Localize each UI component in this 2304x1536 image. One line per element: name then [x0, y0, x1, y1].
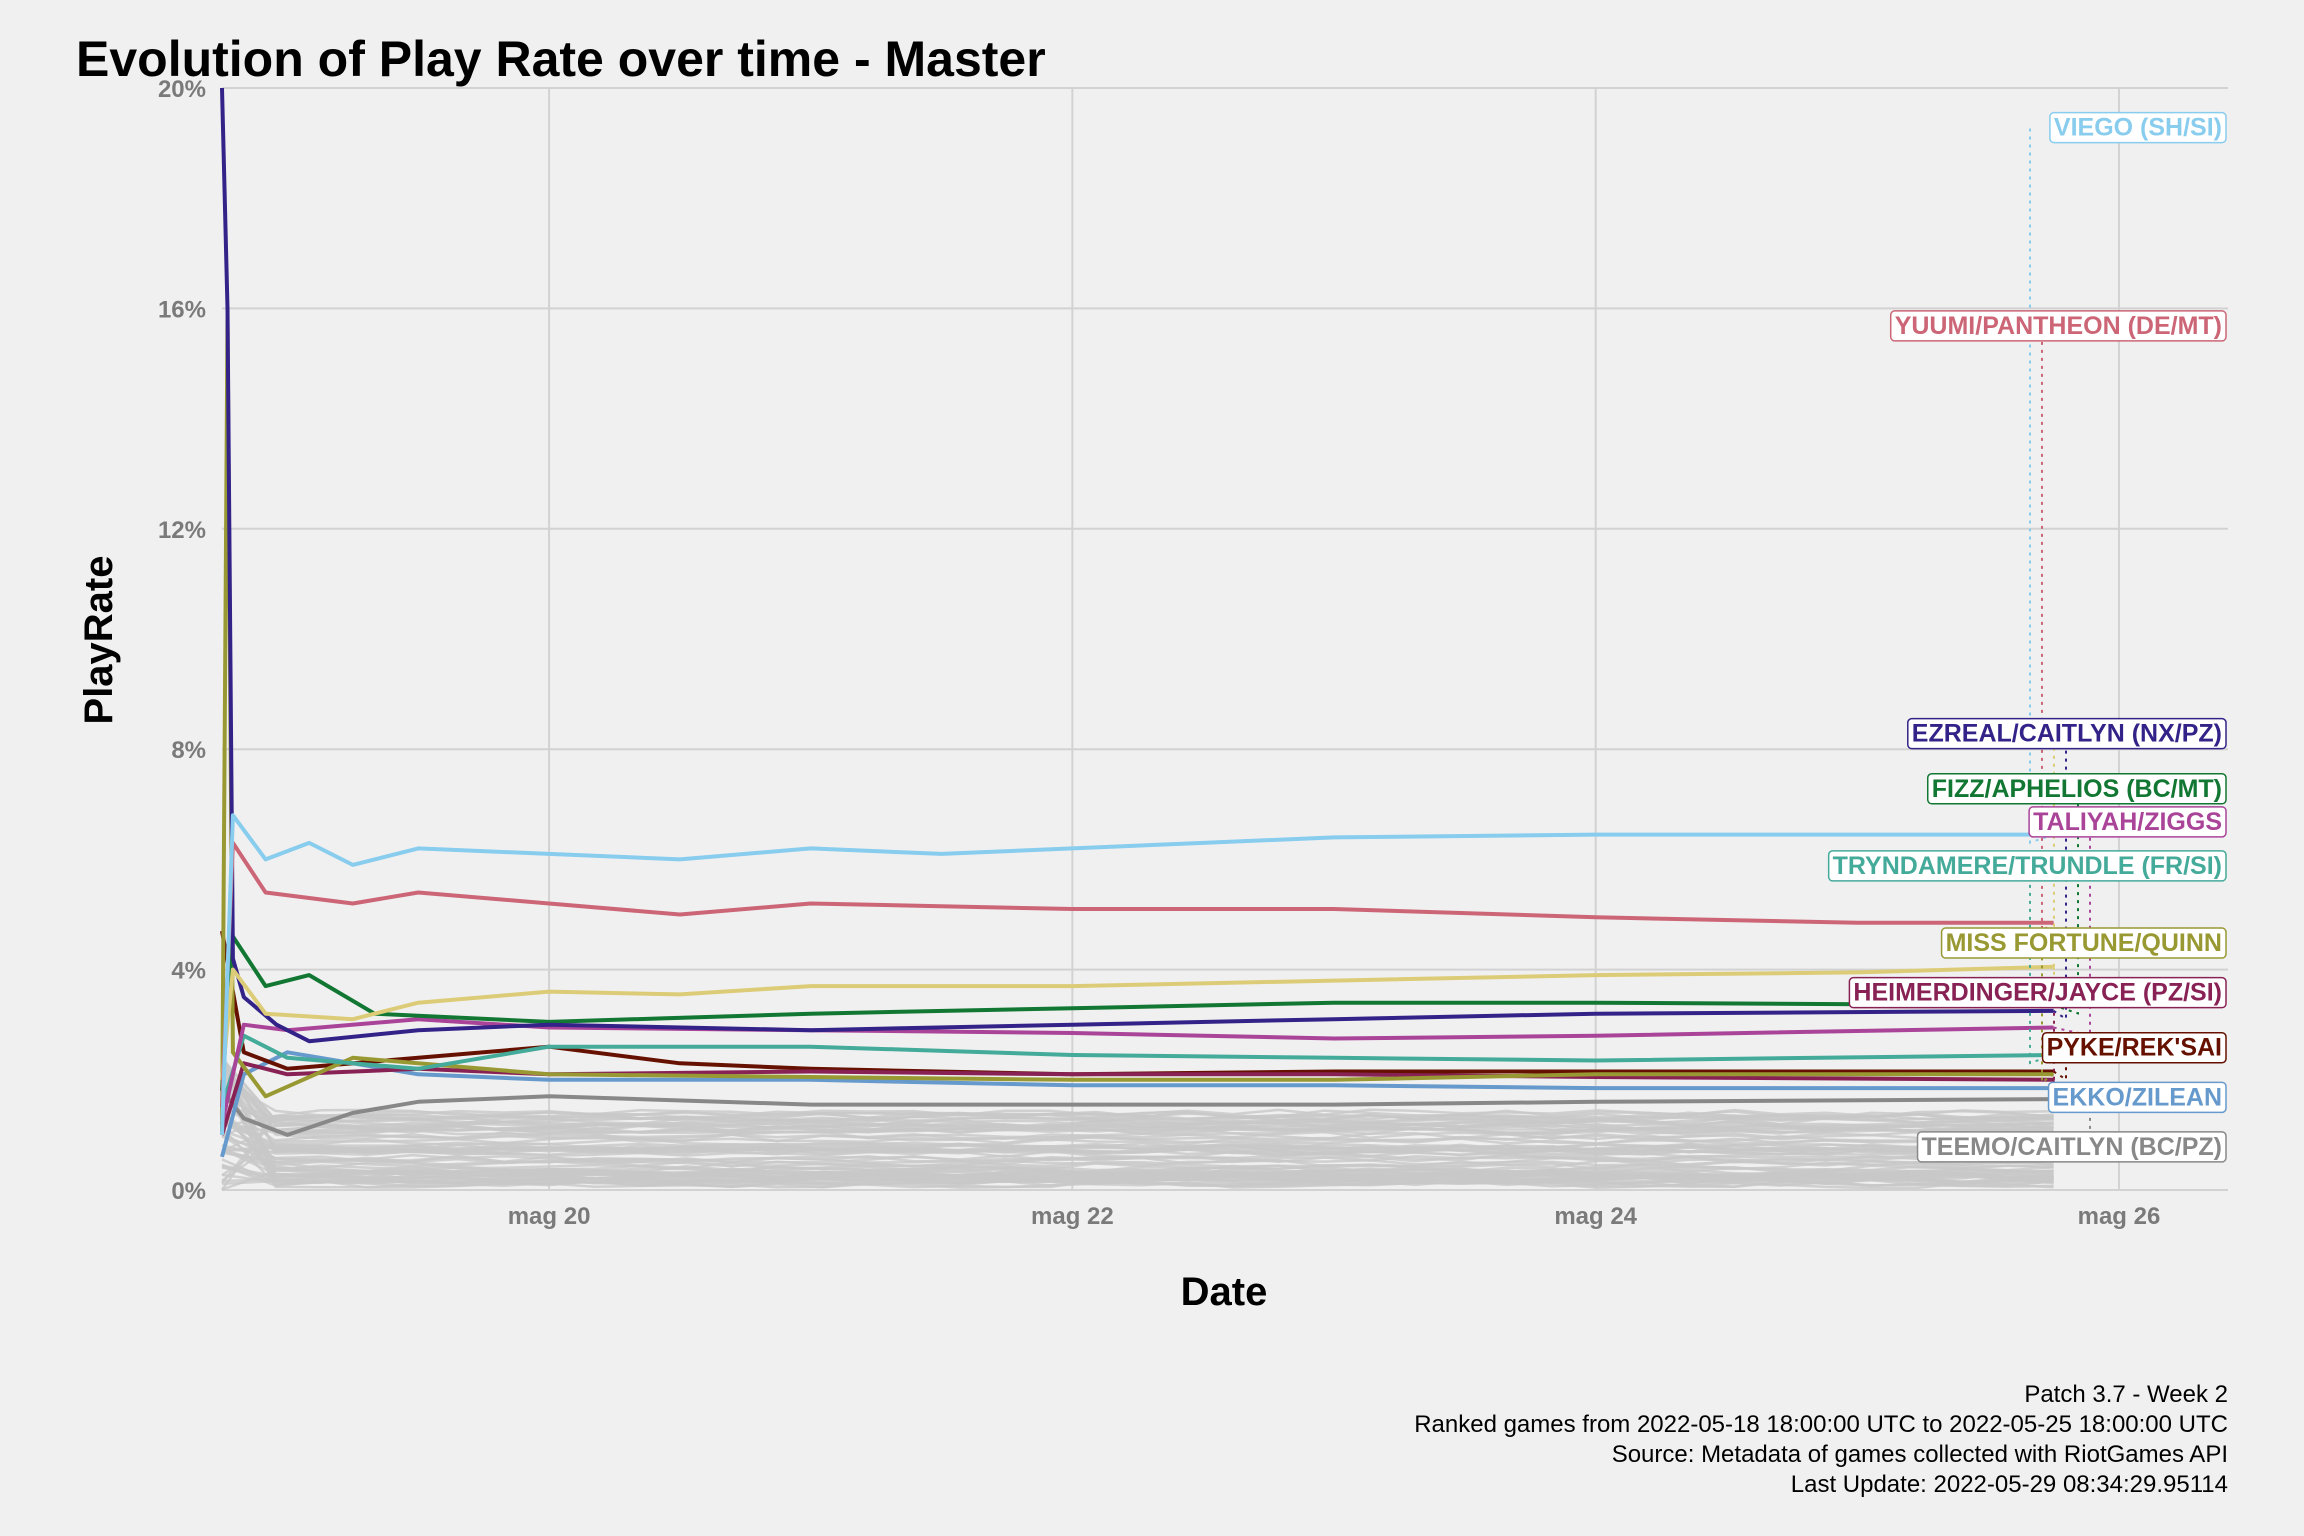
x-tick-label: mag 20 [508, 1203, 591, 1230]
end-label-text: TALIYAH/ZIGGS [2033, 808, 2222, 836]
background-series-line [221, 1135, 2054, 1159]
end-label-text: TEEMO/CAITLYN (BC/PZ) [1922, 1133, 2222, 1161]
end-label: PYKE/REK'SAI [2041, 1031, 2227, 1064]
end-label-box [1907, 717, 2227, 750]
background-series-line [221, 1121, 2054, 1136]
series-line [220, 840, 2054, 1108]
y-tick-label: 20% [158, 76, 206, 103]
end-label-box [1916, 1131, 2227, 1163]
x-axis-title: Date [1181, 1270, 1268, 1314]
end-label-text: YUUMI/PANTHEON (DE/MT) [1895, 312, 2222, 340]
background-series-line [221, 1073, 2054, 1128]
end-label-box [1848, 976, 2227, 1009]
y-tick-label: 12% [158, 517, 206, 544]
series-line [220, 87, 2054, 1044]
background-series-line [221, 1103, 2054, 1145]
background-series-line [221, 1088, 2054, 1136]
background-series-line [221, 1063, 2054, 1129]
end-label-box [2028, 806, 2227, 838]
end-label-text: VIEGO (SH/SI) [2054, 114, 2222, 142]
background-series-line [221, 1121, 2054, 1152]
series-line [220, 930, 2054, 1077]
end-label: TEEMO/CAITLYN (BC/PZ) [1916, 1131, 2227, 1163]
end-label-box [2047, 1081, 2227, 1114]
background-series-line [221, 1080, 2054, 1141]
end-label-text: FIZZ/APHELIOS (BC/MT) [1932, 775, 2222, 803]
caption-range: Ranked games from 2022-05-18 18:00:00 UT… [1414, 1411, 2228, 1438]
y-axis-ticks: 0% 4% 8% 12% 16% 20% [158, 76, 206, 1205]
background-series-line [221, 1141, 2054, 1153]
end-label-box [2049, 111, 2227, 144]
end-label: EZREAL/CAITLYN (NX/PZ) [1907, 717, 2227, 750]
y-tick-label: 0% [171, 1178, 206, 1205]
leader-line [2041, 324, 2055, 933]
end-labels: VIEGO (SH/SI) YUUMI/PANTHEON (DE/MT) EZREA… [1827, 111, 2227, 1163]
y-tick-label: 16% [158, 296, 206, 323]
x-tick-label: mag 26 [2078, 1203, 2161, 1230]
y-tick-label: 4% [171, 958, 206, 985]
chart-title: Evolution of Play Rate over time - Maste… [76, 31, 1046, 87]
end-label: MISS FORTUNE/QUINN [1940, 927, 2227, 959]
end-label: TRYNDAMERE/TRUNDLE (FR/SI) [1827, 850, 2227, 882]
series-line [220, 964, 2054, 1080]
y-axis-title: PlayRate [77, 556, 121, 725]
caption-patch: Patch 3.7 - Week 2 [2024, 1381, 2228, 1408]
series-line [220, 1033, 2054, 1108]
series-line [220, 934, 2054, 1091]
caption: Patch 3.7 - Week 2 Ranked games from 202… [1414, 1380, 2228, 1500]
end-label-text: PYKE/REK'SAI [2047, 1034, 2222, 1062]
end-label-text: EKKO/ZILEAN [2053, 1083, 2222, 1111]
x-axis-ticks: mag 20 mag 22 mag 24 mag 26 [508, 1203, 2161, 1230]
end-label-box [1889, 310, 2227, 342]
series-lines [220, 87, 2054, 1158]
end-label: YUUMI/PANTHEON (DE/MT) [1889, 310, 2227, 342]
end-label-box [1940, 927, 2227, 959]
y-tick-label: 8% [171, 737, 206, 764]
end-label-text: MISS FORTUNE/QUINN [1946, 929, 2222, 957]
end-label: HEIMERDINGER/JAYCE (PZ/SI) [1848, 976, 2227, 1009]
background-series [220, 1056, 2054, 1191]
end-label-box [2041, 1031, 2227, 1064]
end-label-text: TRYNDAMERE/TRUNDLE (FR/SI) [1833, 852, 2222, 880]
end-label-box [1827, 850, 2227, 882]
end-label: VIEGO (SH/SI) [2049, 111, 2227, 144]
x-tick-label: mag 24 [1554, 1203, 1637, 1230]
background-series-line [221, 1110, 2054, 1137]
end-label-box [1927, 773, 2227, 805]
series-line [220, 813, 2054, 1135]
background-series-line [221, 1110, 2054, 1178]
end-label: TALIYAH/ZIGGS [2028, 806, 2227, 838]
background-series-line [221, 1177, 2054, 1186]
end-label-text: HEIMERDINGER/JAYCE (PZ/SI) [1853, 979, 2222, 1007]
series-line [220, 1089, 2054, 1137]
end-label: EKKO/ZILEAN [2047, 1081, 2227, 1114]
background-series-line [221, 1097, 2054, 1125]
series-line [220, 1050, 2054, 1158]
end-label: FIZZ/APHELIOS (BC/MT) [1927, 773, 2227, 805]
background-series-line [221, 1151, 2054, 1171]
end-label-text: EZREAL/CAITLYN (NX/PZ) [1912, 720, 2222, 748]
caption-update: Last Update: 2022-05-29 08:34:29.95114 [1790, 1471, 2228, 1498]
caption-source: Source: Metadata of games collected with… [1611, 1441, 2228, 1468]
x-tick-label: mag 22 [1031, 1203, 1114, 1230]
